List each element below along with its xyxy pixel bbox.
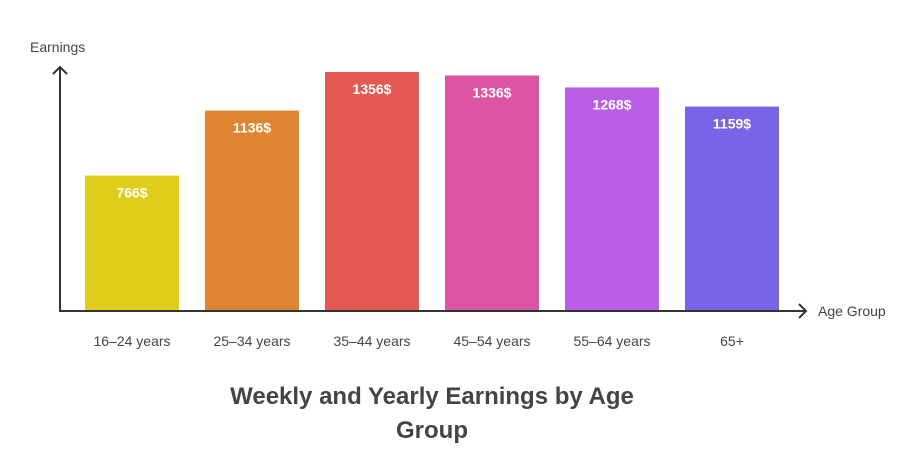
bar-1 [205, 110, 299, 310]
bar-0 [85, 175, 179, 310]
chart-title: Weekly and Yearly Earnings by Age Group [230, 383, 634, 444]
bar-value-label-2: 1356$ [353, 81, 392, 97]
bar-value-label-0: 766$ [116, 185, 147, 201]
bar-3 [445, 75, 539, 311]
x-tick-label-3: 45–54 years [453, 333, 530, 349]
x-axis-arrow-icon [798, 303, 808, 319]
x-tick-label-1: 25–34 years [213, 333, 290, 349]
x-axis-label: Age Group [818, 303, 886, 319]
x-tick-label-4: 55–64 years [573, 333, 650, 349]
bar-value-label-5: 1159$ [713, 116, 751, 132]
bar-value-label-3: 1336$ [473, 85, 512, 101]
x-tick-label-5: 65+ [720, 333, 744, 349]
bar-value-label-4: 1268$ [593, 96, 632, 112]
y-axis-arrow-icon [52, 65, 68, 75]
value-labels-group: 766$ 1136$ 1356$ 1336$ 1268$ 1159$ [116, 81, 751, 201]
y-axis-label: Earnings [30, 39, 85, 55]
bar-4 [565, 87, 659, 310]
x-tick-label-0: 16–24 years [93, 333, 170, 349]
bar-value-label-1: 1136$ [233, 120, 271, 136]
bars-group [85, 72, 779, 311]
x-tick-labels-group: 16–24 years 25–34 years 35–44 years 45–54 y… [93, 333, 743, 349]
x-tick-label-2: 35–44 years [333, 333, 410, 349]
bar-5 [685, 106, 779, 311]
bar-2 [325, 72, 419, 310]
